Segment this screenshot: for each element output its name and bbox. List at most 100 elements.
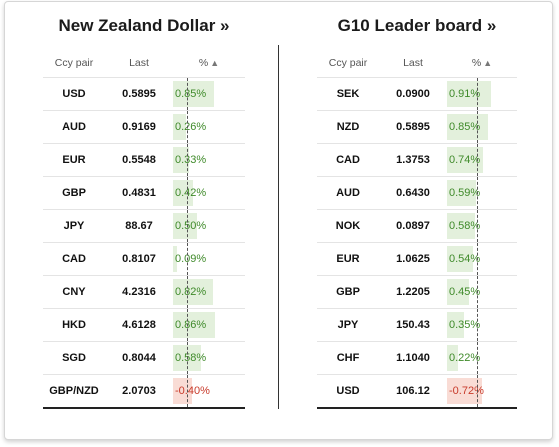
positive-change-bar [173, 279, 213, 305]
ccy-pair-cell[interactable]: CAD [43, 242, 105, 276]
table-row[interactable]: CAD 1.3753 0.74% [317, 143, 517, 177]
table-row[interactable]: GBP 0.4831 0.42% [43, 176, 245, 210]
col-header-pct[interactable]: % ▲ [447, 49, 517, 78]
nzd-panel-title[interactable]: New Zealand Dollar » [58, 16, 230, 35]
col-header-pair[interactable]: Ccy pair [317, 49, 379, 78]
pct-change-cell: 0.54% [447, 242, 517, 276]
positive-change-bar [447, 246, 473, 272]
pct-change-cell: 0.59% [447, 176, 517, 210]
last-price-cell: 0.0900 [379, 77, 447, 111]
pct-change-value: -0.72% [449, 385, 484, 397]
table-row[interactable]: JPY 150.43 0.35% [317, 308, 517, 342]
zero-line [477, 342, 478, 374]
col-header-last[interactable]: Last [379, 49, 447, 78]
ccy-pair-cell[interactable]: AUD [43, 110, 105, 144]
ccy-pair-cell[interactable]: CNY [43, 275, 105, 309]
table-row[interactable]: SGD 0.8044 0.58% [43, 341, 245, 375]
ccy-pair-cell[interactable]: USD [43, 77, 105, 111]
zero-line [477, 276, 478, 308]
ccy-pair-cell[interactable]: EUR [43, 143, 105, 177]
pct-change-cell: 0.82% [173, 275, 245, 309]
ccy-pair-cell[interactable]: CAD [317, 143, 379, 177]
sort-ascending-icon: ▲ [210, 58, 220, 68]
table-row[interactable]: JPY 88.67 0.50% [43, 209, 245, 243]
ccy-pair-cell[interactable]: SGD [43, 341, 105, 375]
last-price-cell: 1.3753 [379, 143, 447, 177]
last-price-cell: 0.5895 [105, 77, 173, 111]
pct-change-value: 0.50% [175, 220, 207, 232]
sort-ascending-icon: ▲ [483, 58, 493, 68]
last-price-cell: 106.12 [379, 374, 447, 409]
ccy-pair-cell[interactable]: GBP [43, 176, 105, 210]
table-row[interactable]: USD 0.5895 0.85% [43, 77, 245, 111]
table-row[interactable]: USD 106.12 -0.72% [317, 374, 517, 409]
table-row[interactable]: GBP/NZD 2.0703 -0.40% [43, 374, 245, 409]
pct-change-value: -0.40% [175, 385, 210, 397]
table-row[interactable]: EUR 1.0625 0.54% [317, 242, 517, 276]
pct-change-value: 0.82% [175, 286, 207, 298]
pct-change-value: 0.26% [175, 121, 207, 133]
pct-change-cell: 0.35% [447, 308, 517, 342]
pct-change-cell: 0.85% [447, 110, 517, 144]
table-row[interactable]: GBP 1.2205 0.45% [317, 275, 517, 309]
positive-change-bar [173, 213, 197, 239]
col-header-pct[interactable]: % ▲ [173, 49, 245, 78]
pct-change-value: 0.85% [449, 121, 481, 133]
ccy-pair-cell[interactable]: JPY [317, 308, 379, 342]
positive-change-bar [447, 213, 475, 239]
zero-line [187, 210, 188, 242]
pct-change-value: 0.42% [175, 187, 207, 199]
ccy-pair-cell[interactable]: GBP/NZD [43, 374, 105, 409]
col-header-last[interactable]: Last [105, 49, 173, 78]
table-row[interactable]: SEK 0.0900 0.91% [317, 77, 517, 111]
negative-change-bar [447, 378, 482, 404]
table-row[interactable]: CHF 1.1040 0.22% [317, 341, 517, 375]
table-row[interactable]: CAD 0.8107 0.09% [43, 242, 245, 276]
fx-widget-card: New Zealand Dollar » Ccy pair Last % ▲ US… [4, 1, 553, 440]
last-price-cell: 0.8044 [105, 341, 173, 375]
zero-line [187, 309, 188, 341]
pct-change-cell: 0.86% [173, 308, 245, 342]
last-price-cell: 0.8107 [105, 242, 173, 276]
ccy-pair-cell[interactable]: CHF [317, 341, 379, 375]
last-price-cell: 4.2316 [105, 275, 173, 309]
zero-line [187, 78, 188, 110]
positive-change-bar [173, 114, 186, 140]
g10-panel-title[interactable]: G10 Leader board » [337, 16, 497, 35]
ccy-pair-cell[interactable]: USD [317, 374, 379, 409]
ccy-pair-cell[interactable]: NOK [317, 209, 379, 243]
zero-line [477, 177, 478, 209]
ccy-pair-cell[interactable]: AUD [317, 176, 379, 210]
pct-change-value: 0.91% [449, 88, 481, 100]
positive-change-bar [447, 312, 464, 338]
col-header-pct-label: % [198, 57, 209, 69]
table-row[interactable]: CNY 4.2316 0.82% [43, 275, 245, 309]
table-header-row: Ccy pair Last % ▲ [317, 49, 517, 78]
table-row[interactable]: AUD 0.6430 0.59% [317, 176, 517, 210]
pct-change-value: 0.58% [449, 220, 481, 232]
col-header-pair[interactable]: Ccy pair [43, 49, 105, 78]
ccy-pair-cell[interactable]: HKD [43, 308, 105, 342]
panel-divider [278, 45, 279, 409]
table-row[interactable]: HKD 4.6128 0.86% [43, 308, 245, 342]
last-price-cell: 0.4831 [105, 176, 173, 210]
table-row[interactable]: AUD 0.9169 0.26% [43, 110, 245, 144]
ccy-pair-cell[interactable]: EUR [317, 242, 379, 276]
table-row[interactable]: NOK 0.0897 0.58% [317, 209, 517, 243]
ccy-pair-cell[interactable]: NZD [317, 110, 379, 144]
ccy-pair-cell[interactable]: JPY [43, 209, 105, 243]
table-row[interactable]: NZD 0.5895 0.85% [317, 110, 517, 144]
pct-change-value: 0.86% [175, 319, 207, 331]
positive-change-bar [447, 81, 491, 107]
zero-line [477, 78, 478, 110]
table-row[interactable]: EUR 0.5548 0.33% [43, 143, 245, 177]
col-header-pct-label: % [471, 57, 482, 69]
pct-change-value: 0.35% [449, 319, 481, 331]
positive-change-bar [447, 180, 476, 206]
ccy-pair-cell[interactable]: GBP [317, 275, 379, 309]
last-price-cell: 2.0703 [105, 374, 173, 409]
last-price-cell: 150.43 [379, 308, 447, 342]
last-price-cell: 1.1040 [379, 341, 447, 375]
ccy-pair-cell[interactable]: SEK [317, 77, 379, 111]
pct-change-value: 0.74% [449, 154, 481, 166]
